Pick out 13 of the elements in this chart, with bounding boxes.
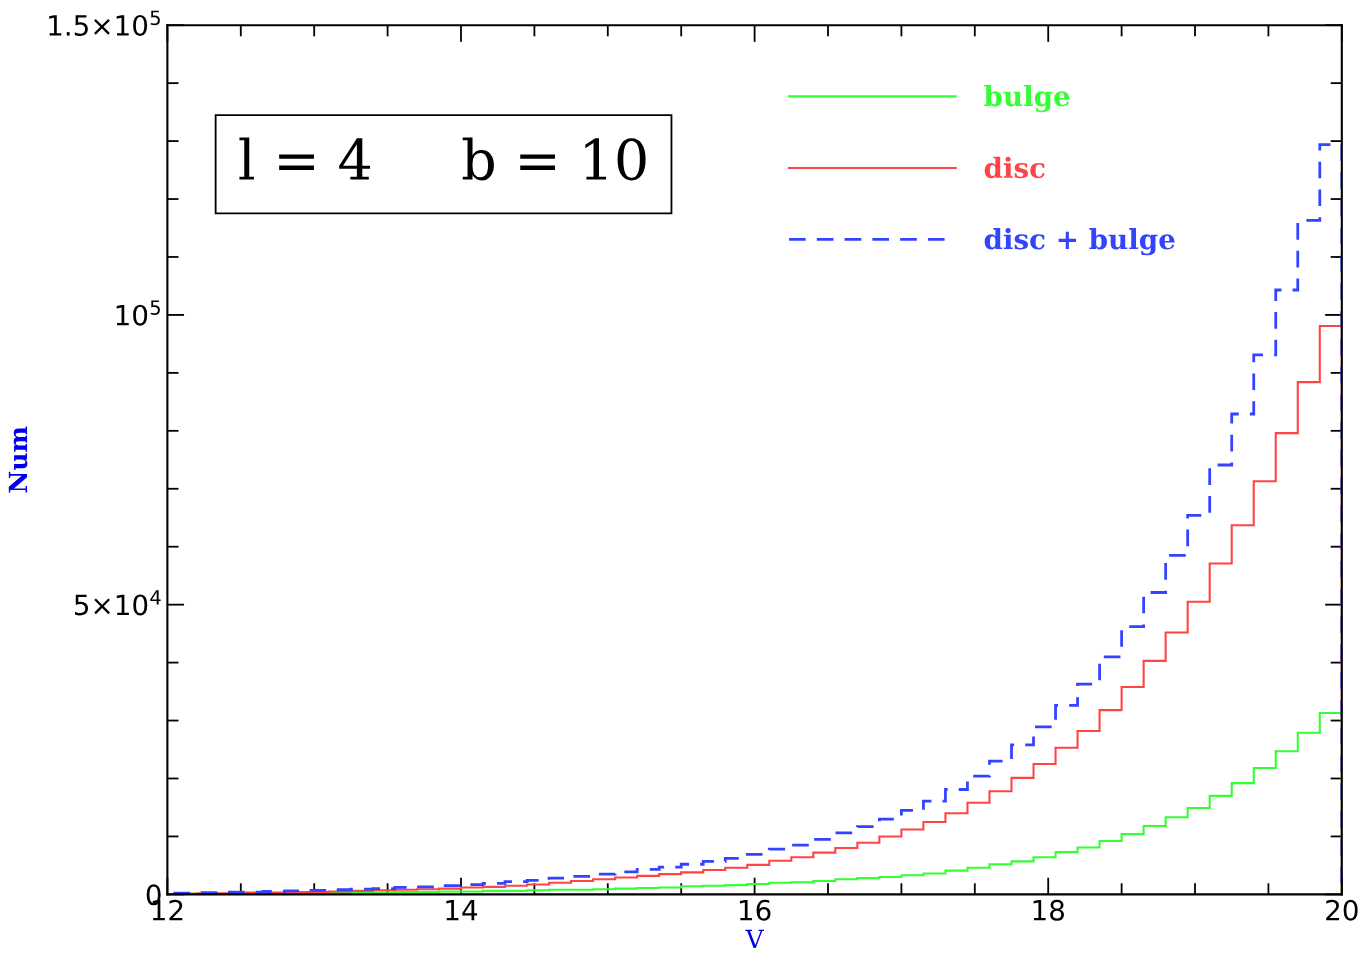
x-axis-title: V bbox=[745, 929, 764, 948]
x-tick-label: 16 bbox=[739, 899, 771, 921]
y-tick-label: 1.5×10$^{5}$ bbox=[49, 10, 160, 36]
x-tick-label: 14 bbox=[446, 900, 478, 921]
y-tick-label: 5×10$^{4}$ bbox=[74, 590, 161, 616]
text: disc bbox=[984, 156, 1045, 179]
x-tick-label: 20 bbox=[1326, 899, 1358, 921]
x-tick-label: 18 bbox=[1033, 899, 1064, 921]
annotation: l = 4 b = 10 bbox=[239, 137, 646, 181]
text: disc + bulge bbox=[984, 228, 1175, 256]
y-axis-title: Num bbox=[8, 426, 28, 493]
y-tick-label: 10$^{5}$ bbox=[116, 300, 160, 326]
text: bulge bbox=[984, 84, 1070, 113]
